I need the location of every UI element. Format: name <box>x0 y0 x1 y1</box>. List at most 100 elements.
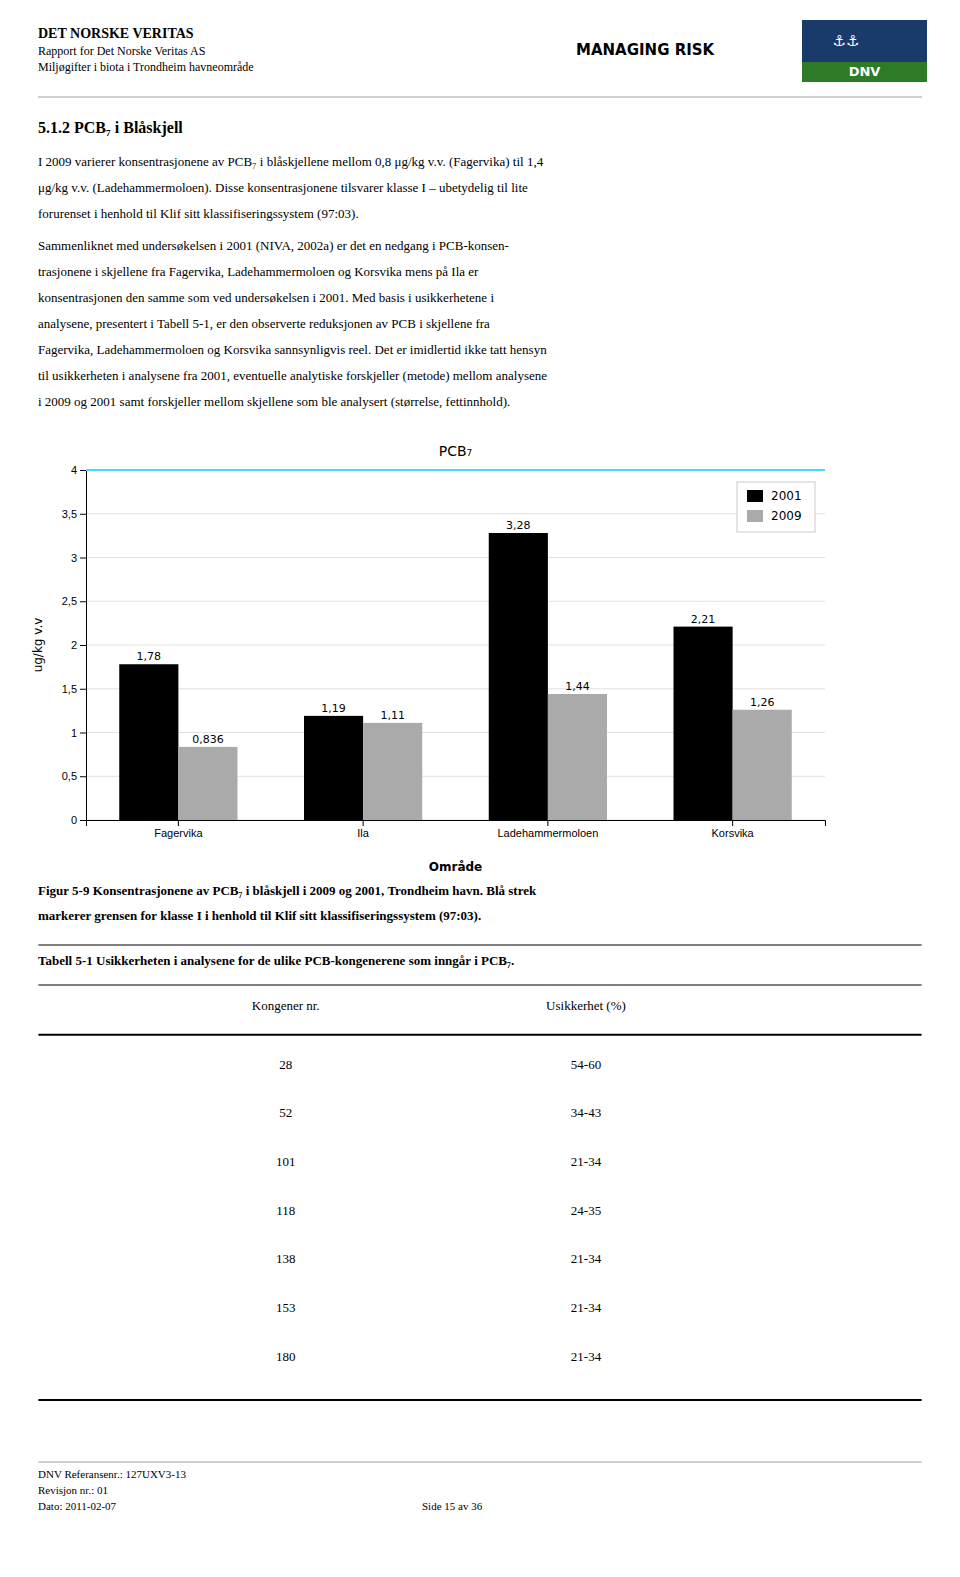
y-tick-mark <box>80 514 86 515</box>
y-tick-mark <box>80 689 86 690</box>
annotations <box>86 470 825 471</box>
background <box>0 0 960 1577</box>
table-cell: 118 <box>276 1203 295 1218</box>
y-axis: 00,511,522,533,54 <box>62 464 87 826</box>
footer-page: Side 15 av 36 <box>422 1500 483 1512</box>
table-cell: 34-43 <box>571 1105 601 1120</box>
bar <box>674 627 733 820</box>
paragraph-line: analysene, presentert i Tabell 5-1, er d… <box>38 316 490 331</box>
x-tick: Fagervika <box>154 820 203 839</box>
paragraph-line: trasjonene i skjellene fra Fagervika, La… <box>38 264 479 279</box>
table-cell: 21-34 <box>571 1300 602 1315</box>
logo-box <box>802 62 927 82</box>
table-cell: 138 <box>276 1251 296 1266</box>
x-tick: Ila <box>357 820 370 839</box>
y-tick: 2,5 <box>62 595 86 607</box>
y-axis-line <box>80 471 87 821</box>
x-tick-label: Fagervika <box>154 827 203 839</box>
legend-swatch <box>747 490 763 502</box>
grid-line <box>86 470 825 471</box>
y-tick-label: 2 <box>71 639 77 651</box>
bar <box>733 710 792 820</box>
logo-text: DNV <box>849 64 881 79</box>
data-label: 3,28 <box>506 519 531 532</box>
x-tick-label: Korsvika <box>712 827 755 839</box>
bar <box>304 716 363 820</box>
y-tick-label: 3,5 <box>62 508 77 520</box>
table-cell: 54-60 <box>571 1057 601 1072</box>
y-tick: 1,5 <box>62 683 86 695</box>
data-label: 1,19 <box>321 702 346 715</box>
paragraph: Sammenliknet med undersøkelsen i 2001 (N… <box>38 238 547 409</box>
logo-box <box>802 20 927 62</box>
y-tick: 1 <box>71 727 86 739</box>
chart-title: PCB₇ <box>439 443 472 459</box>
y-tick-mark <box>80 645 86 646</box>
data-label: 1,11 <box>380 709 405 722</box>
grid <box>86 470 825 820</box>
table-cell: 28 <box>279 1057 292 1072</box>
bar <box>548 694 607 820</box>
x-tick-mark <box>363 820 364 826</box>
header: DET NORSKE VERITAS Rapport for Det Norske… <box>38 20 927 82</box>
legend-label: 2009 <box>771 509 802 523</box>
header-line: Rapport for Det Norske Veritas AS <box>38 44 205 58</box>
header-title: DET NORSKE VERITAS <box>38 26 194 41</box>
paragraph-line: Fagervika, Ladehammermoloen og Korsvika … <box>38 342 547 357</box>
paragraph-line: forurenset i henhold til Klif sitt klass… <box>38 206 359 221</box>
legend-frame <box>737 482 815 532</box>
paragraph-line: konsentrasjonen den samme som ved unders… <box>38 290 494 305</box>
footer-text: Dato: 2011-02-07 <box>38 1500 117 1512</box>
x-tick-label: Ila <box>357 827 370 839</box>
legend-swatch <box>747 510 763 522</box>
paragraph-line: Sammenliknet med undersøkelsen i 2001 (N… <box>38 238 509 253</box>
y-tick: 0 <box>71 814 86 826</box>
x-tick: Korsvika <box>712 820 755 839</box>
y-tick-mark <box>80 470 86 471</box>
x-tick: Ladehammermoloen <box>497 820 598 839</box>
y-tick: 2 <box>71 639 86 651</box>
footer-text: Revisjon nr.: 01 <box>38 1484 108 1496</box>
footer-text: DNV Referansenr.: 127UXV3-13 <box>38 1468 186 1480</box>
data-label: 1,26 <box>750 696 775 709</box>
bar <box>489 533 548 820</box>
y-tick: 4 <box>71 464 86 476</box>
table-rule <box>38 1034 921 1036</box>
page: DET NORSKE VERITAS Rapport for Det Norske… <box>0 0 960 1577</box>
paragraph-line: i 2009 og 2001 samt forskjeller mellom s… <box>38 394 510 409</box>
figure-caption: markerer grensen for klasse I i henhold … <box>38 908 481 923</box>
grid-line <box>86 601 825 602</box>
bars <box>119 533 791 820</box>
footer-separator <box>38 1462 921 1463</box>
table-cell: 101 <box>276 1154 296 1169</box>
x-axis-title: Område <box>429 860 482 874</box>
grid-line <box>86 513 825 514</box>
y-tick-label: 2,5 <box>62 595 77 607</box>
legend: 20012009 <box>737 482 815 532</box>
table-rule <box>38 1399 921 1401</box>
data-label: 1,44 <box>565 680 590 693</box>
x-tick-label: Ladehammermoloen <box>497 827 598 839</box>
logo-symbol: ⚓⚓ <box>833 32 860 50</box>
bar <box>119 664 178 820</box>
x-axis-line <box>87 821 826 827</box>
paragraph-line: til usikkerheten i analysene fra 2001, e… <box>38 368 547 383</box>
x-tick-mark <box>547 820 548 826</box>
x-tick-mark <box>178 820 179 826</box>
table: Kongener nr.Usikkerhet (%)2854-605234-43… <box>38 985 921 1400</box>
y-tick-mark <box>80 558 86 559</box>
paragraph-line: I 2009 varierer konsentrasjonene av PCB₇… <box>38 154 544 169</box>
table-title: Tabell 5-1 Usikkerheten i analysene for … <box>38 953 514 968</box>
table-cell: 24-35 <box>571 1203 601 1218</box>
table-top-line <box>38 944 921 945</box>
y-tick-label: 1 <box>71 727 77 739</box>
figure-caption: Figur 5-9 Konsentrasjonene av PCB₇ i blå… <box>38 883 537 898</box>
y-tick-mark <box>80 820 86 821</box>
y-tick-mark <box>80 776 86 777</box>
data-label: 2,21 <box>691 613 716 626</box>
table-cell: 153 <box>276 1300 296 1315</box>
tagline: MANAGING RISK <box>576 41 716 59</box>
y-tick-label: 3 <box>71 552 77 564</box>
table-cell: 21-34 <box>571 1251 602 1266</box>
bar <box>178 747 237 820</box>
